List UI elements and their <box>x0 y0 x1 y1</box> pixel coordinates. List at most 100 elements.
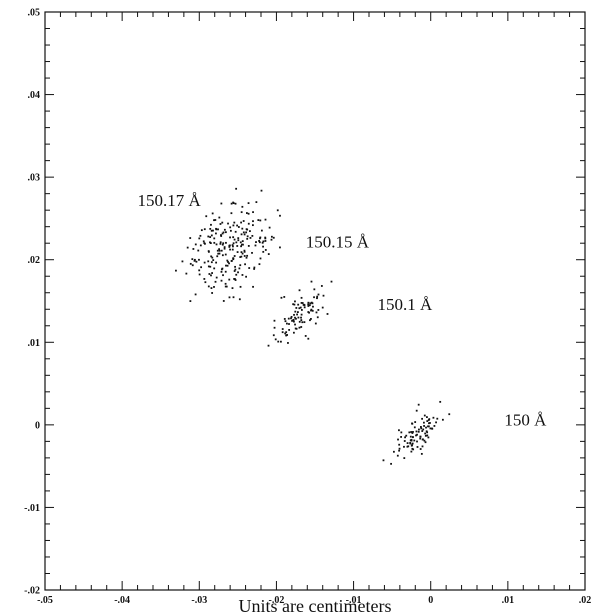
data-point <box>423 414 426 417</box>
data-point <box>412 436 414 439</box>
data-point <box>294 300 296 303</box>
y-tick-label: 0 <box>35 420 40 431</box>
data-point <box>215 276 218 279</box>
data-point <box>253 266 256 269</box>
data-point <box>262 250 265 253</box>
data-point <box>234 265 236 268</box>
data-point <box>300 326 303 328</box>
data-point <box>409 442 412 444</box>
data-point <box>297 303 300 306</box>
data-point <box>203 278 206 280</box>
data-point <box>225 285 228 288</box>
data-point <box>429 422 431 424</box>
data-point <box>258 241 261 244</box>
data-point <box>246 237 249 240</box>
data-point <box>255 241 257 243</box>
data-point <box>199 244 202 247</box>
data-point <box>241 227 244 230</box>
data-point <box>219 242 222 245</box>
data-point <box>205 215 208 218</box>
data-point <box>315 311 318 314</box>
data-point <box>260 229 263 232</box>
data-point <box>403 457 406 459</box>
data-point <box>382 459 385 462</box>
data-point <box>209 241 211 244</box>
data-point <box>406 445 409 448</box>
data-point <box>424 441 427 444</box>
data-point <box>421 430 424 432</box>
data-point <box>270 235 273 238</box>
data-point <box>203 228 206 231</box>
data-point <box>279 214 281 217</box>
data-point <box>210 229 213 232</box>
data-point <box>240 245 242 248</box>
data-point <box>221 232 224 235</box>
data-point <box>210 261 213 264</box>
data-point <box>213 267 216 270</box>
data-point <box>290 315 293 318</box>
data-point <box>240 255 243 258</box>
data-point <box>210 234 213 237</box>
data-point <box>203 261 206 264</box>
data-point <box>292 319 294 322</box>
data-point <box>215 261 218 264</box>
data-point <box>260 189 263 192</box>
data-point <box>219 223 222 225</box>
data-point <box>426 420 429 422</box>
data-point <box>283 296 286 298</box>
y-tick-label: -.02 <box>24 586 40 597</box>
x-tick-label: .01 <box>502 595 515 606</box>
data-point <box>288 323 290 325</box>
data-point <box>194 293 197 296</box>
y-tick-label: .04 <box>28 90 41 101</box>
data-point <box>288 329 291 331</box>
data-point <box>220 202 223 205</box>
data-point <box>425 430 428 433</box>
data-point <box>415 434 417 437</box>
data-point <box>220 249 223 252</box>
data-point <box>290 317 292 320</box>
cluster-annotations: 150.17 Å 150.15 Å 150.1 Å 150 Å <box>138 191 548 430</box>
data-point <box>241 205 244 208</box>
data-point <box>298 326 301 329</box>
data-point <box>262 240 265 243</box>
data-point <box>222 274 224 277</box>
data-point <box>298 320 301 323</box>
data-point <box>400 436 402 438</box>
data-point <box>220 268 223 271</box>
data-point <box>416 446 419 448</box>
data-point <box>243 233 246 236</box>
data-point <box>274 338 277 341</box>
data-point <box>237 237 240 240</box>
data-point <box>298 289 301 292</box>
data-point <box>235 241 238 244</box>
data-point <box>214 219 217 221</box>
data-point <box>213 219 215 222</box>
data-point <box>441 418 444 421</box>
data-point <box>245 231 248 234</box>
data-point <box>186 246 189 249</box>
data-point <box>308 311 310 314</box>
data-point <box>218 249 221 252</box>
data-point <box>210 223 212 226</box>
data-point <box>259 257 262 260</box>
data-point <box>309 319 311 322</box>
data-point <box>270 238 273 241</box>
data-point <box>439 400 442 403</box>
data-point <box>286 322 288 325</box>
data-point <box>225 264 227 267</box>
data-point <box>428 422 430 425</box>
data-point <box>198 273 201 276</box>
data-point <box>253 268 256 270</box>
data-point <box>219 241 222 244</box>
data-point <box>307 301 310 304</box>
data-point <box>240 233 243 236</box>
data-point <box>276 209 279 212</box>
data-point <box>211 212 214 215</box>
data-point <box>213 286 215 288</box>
data-point <box>409 435 412 438</box>
data-point <box>234 202 237 205</box>
data-point <box>230 212 233 215</box>
data-point <box>216 255 219 258</box>
data-point <box>310 318 312 320</box>
